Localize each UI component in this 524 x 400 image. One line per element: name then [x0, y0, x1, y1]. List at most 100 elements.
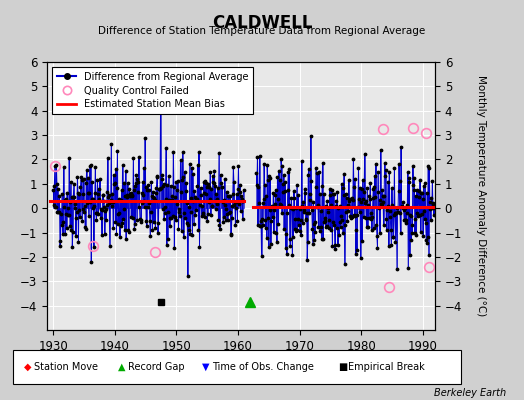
- Point: [314, 202, 322, 208]
- Point: [83, 200, 91, 206]
- Point: [125, 186, 134, 192]
- Point: [254, 184, 263, 190]
- Point: [155, 186, 163, 193]
- Point: [217, 184, 226, 190]
- Point: [315, 191, 324, 198]
- Point: [147, 208, 155, 215]
- Point: [323, 205, 332, 211]
- Point: [338, 217, 346, 224]
- Point: [369, 186, 378, 193]
- Point: [269, 189, 278, 196]
- Point: [147, 178, 156, 185]
- Point: [283, 210, 291, 216]
- Point: [159, 180, 168, 187]
- Point: [278, 210, 286, 216]
- Point: [144, 203, 152, 210]
- Point: [152, 185, 160, 192]
- Point: [176, 213, 184, 220]
- Point: [416, 177, 424, 183]
- Point: [65, 155, 73, 162]
- Point: [213, 201, 221, 208]
- Point: [115, 210, 124, 216]
- Point: [150, 195, 159, 201]
- Point: [318, 182, 326, 189]
- Point: [230, 202, 238, 208]
- Point: [265, 244, 273, 250]
- Point: [378, 193, 387, 199]
- Point: [124, 180, 132, 186]
- Point: [405, 178, 413, 185]
- Point: [344, 202, 352, 208]
- Point: [397, 144, 405, 151]
- Point: [427, 216, 435, 223]
- Point: [356, 255, 365, 261]
- Point: [297, 232, 305, 238]
- Point: [201, 191, 210, 198]
- Point: [143, 187, 151, 193]
- Point: [133, 217, 141, 224]
- Point: [357, 198, 365, 205]
- Point: [127, 190, 135, 196]
- Point: [233, 217, 242, 224]
- Point: [136, 216, 144, 222]
- Point: [361, 151, 369, 158]
- Point: [277, 163, 286, 170]
- Point: [103, 189, 112, 195]
- Point: [419, 233, 427, 239]
- Point: [66, 223, 74, 229]
- Point: [353, 212, 362, 218]
- Point: [301, 186, 309, 193]
- Point: [205, 199, 213, 205]
- Point: [339, 184, 347, 191]
- Point: [119, 216, 127, 223]
- Point: [198, 212, 206, 219]
- Point: [266, 206, 274, 213]
- Point: [187, 208, 195, 215]
- Point: [172, 178, 180, 185]
- Point: [160, 204, 169, 210]
- Text: Difference of Station Temperature Data from Regional Average: Difference of Station Temperature Data f…: [99, 26, 425, 36]
- Point: [348, 214, 356, 220]
- Point: [217, 180, 225, 186]
- Point: [82, 179, 90, 186]
- Point: [201, 214, 209, 220]
- Point: [192, 196, 200, 203]
- Point: [98, 232, 106, 238]
- Legend: Difference from Regional Average, Quality Control Failed, Estimated Station Mean: Difference from Regional Average, Qualit…: [52, 67, 254, 114]
- Point: [55, 209, 63, 215]
- Point: [206, 168, 214, 175]
- Point: [256, 223, 265, 230]
- Point: [140, 204, 149, 211]
- Point: [88, 196, 96, 202]
- Point: [57, 211, 65, 218]
- Point: [110, 172, 118, 178]
- Point: [319, 160, 327, 166]
- Point: [223, 211, 232, 218]
- Point: [102, 217, 111, 223]
- Point: [159, 206, 167, 212]
- Point: [192, 207, 201, 214]
- Point: [84, 213, 93, 220]
- Point: [168, 193, 176, 200]
- Point: [106, 199, 114, 205]
- Point: [309, 199, 318, 206]
- Point: [374, 169, 382, 176]
- Point: [182, 220, 191, 226]
- Point: [310, 221, 318, 228]
- Point: [146, 218, 154, 224]
- Point: [228, 203, 236, 210]
- Point: [281, 244, 290, 251]
- Point: [126, 192, 135, 199]
- Point: [424, 252, 433, 258]
- Point: [234, 186, 242, 192]
- Point: [359, 213, 368, 220]
- Point: [417, 190, 425, 196]
- Point: [396, 229, 405, 236]
- Point: [370, 172, 379, 179]
- Point: [135, 204, 144, 210]
- Point: [335, 232, 343, 238]
- Point: [404, 265, 412, 272]
- Point: [271, 201, 279, 207]
- Point: [356, 184, 364, 191]
- Point: [286, 243, 294, 250]
